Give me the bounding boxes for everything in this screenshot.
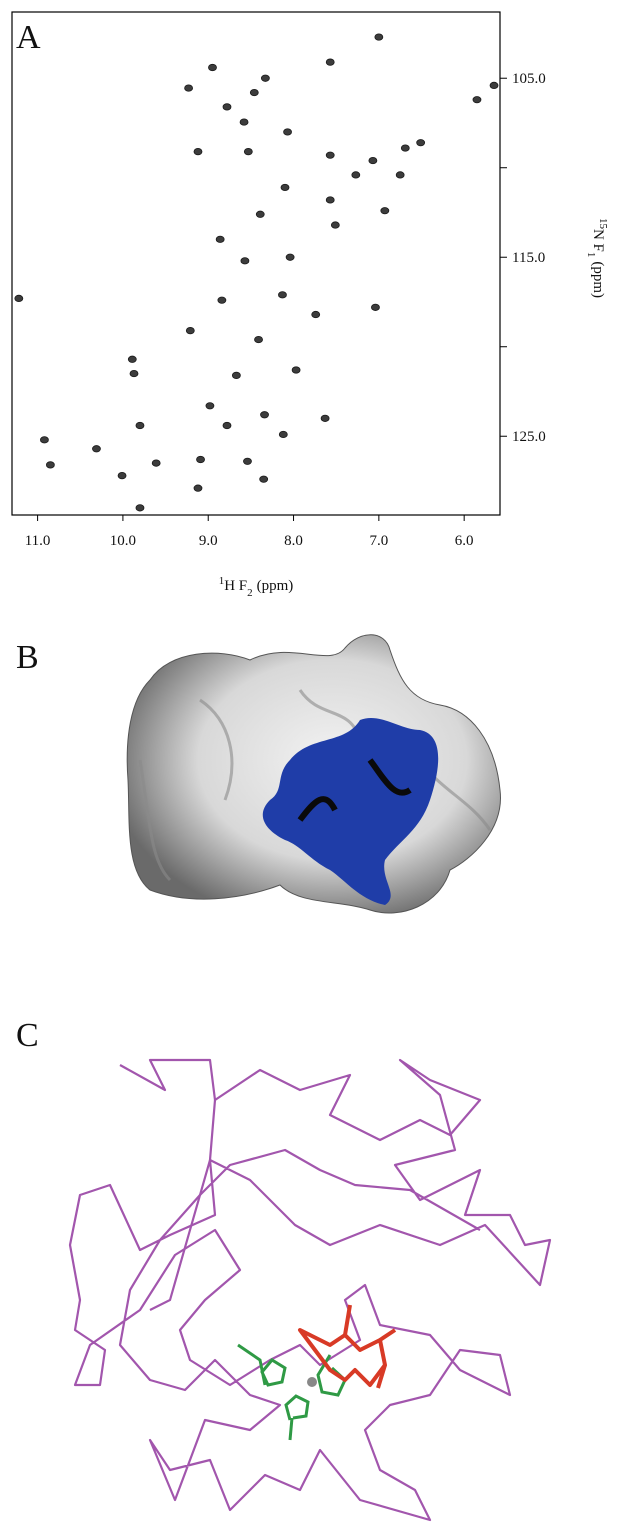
label-part: 2	[247, 587, 253, 599]
nmr-peak	[260, 411, 269, 419]
panel-label: C	[16, 1017, 39, 1054]
nmr-peak	[215, 235, 225, 243]
nmr-peak	[45, 461, 55, 469]
y-tick-label: 105.0	[512, 71, 546, 87]
nmr-peak	[193, 484, 203, 492]
nmr-peak	[217, 296, 227, 304]
nmr-peak	[249, 88, 259, 97]
nmr-peak	[205, 402, 215, 410]
surface-cleft	[297, 758, 412, 822]
nmr-peak	[400, 144, 410, 152]
nmr-peak	[260, 74, 270, 82]
backbone-trace	[149, 1099, 217, 1311]
panel-label: B	[16, 639, 39, 676]
nmr-peak	[320, 414, 330, 422]
x-tick-label: 8.0	[284, 533, 303, 549]
label-part: 1	[585, 252, 597, 258]
binding-patch	[262, 717, 439, 905]
nmr-peak	[222, 103, 232, 111]
nmr-peak	[231, 371, 241, 379]
nmr-peak	[129, 369, 139, 378]
nmr-peak	[40, 436, 49, 444]
nmr-peak	[259, 475, 269, 483]
x-tick-label: 11.0	[25, 533, 51, 549]
nmr-peak	[92, 445, 101, 453]
x-axis-label: 1H F2 (ppm)	[219, 575, 294, 599]
nmr-peak	[280, 183, 290, 192]
label-part: H F	[224, 578, 247, 594]
x-tick-label: 6.0	[455, 533, 474, 549]
nmr-peak	[184, 84, 194, 92]
surface-panel: B	[16, 634, 501, 914]
nmr-peak	[330, 221, 340, 229]
nmr-peak	[311, 310, 321, 319]
plot-frame	[11, 11, 501, 516]
y-tick-label: 115.0	[512, 250, 545, 266]
backbone-trace	[68, 1058, 552, 1522]
nmr-peak	[395, 171, 405, 179]
nmr-peak	[351, 171, 361, 179]
nmr-peak	[291, 366, 301, 374]
nmr-peak	[489, 81, 499, 89]
metal-ion	[307, 1377, 317, 1387]
nmr-peak	[472, 96, 482, 104]
nmr-peak	[135, 504, 145, 512]
backbone-panel: C	[16, 1017, 552, 1522]
nmr-peak	[14, 294, 24, 303]
nmr-peak	[222, 421, 232, 430]
nmr-peak	[371, 303, 380, 311]
label-part: (ppm)	[590, 261, 606, 298]
panel-label: A	[16, 19, 41, 56]
nmr-peak	[135, 421, 145, 430]
nmr-peak	[243, 148, 253, 156]
nmr-peak	[325, 58, 335, 66]
nmr-peak	[254, 335, 263, 344]
y-axis-label: 15N F1 (ppm)	[585, 218, 609, 298]
label-part: 15	[597, 218, 609, 230]
label-part: 1	[219, 575, 225, 587]
nmr-peak	[325, 196, 335, 204]
nmr-peak	[325, 151, 335, 159]
nmr-peak	[278, 430, 288, 439]
surface-shading	[138, 689, 492, 882]
nmr-peak	[283, 128, 292, 136]
nmr-peak	[380, 207, 390, 215]
nmr-peak	[127, 355, 137, 363]
x-tick-label: 9.0	[199, 533, 218, 549]
nmr-peak	[240, 257, 250, 265]
nmr-peak	[368, 156, 378, 165]
ligand	[298, 1304, 397, 1389]
nmr-peak	[416, 139, 426, 147]
label-part: (ppm)	[257, 578, 294, 594]
nmr-peak	[243, 457, 252, 465]
x-tick-label: 7.0	[369, 533, 388, 549]
y-tick-label: 125.0	[512, 429, 546, 445]
nmr-peak	[196, 455, 205, 464]
nmr-peak	[255, 210, 265, 218]
nmr-peak	[117, 472, 127, 480]
nmr-peak	[239, 118, 249, 126]
histidine-sidechains	[237, 1343, 347, 1441]
nmr-peak	[285, 253, 295, 261]
label-part: N F	[590, 229, 606, 252]
nmr-peak	[151, 459, 161, 467]
nmr-peak	[185, 327, 195, 335]
nmr-peak	[193, 148, 203, 156]
nmr-peak	[278, 291, 287, 299]
spectrum-panel: A 1H F2 (ppm) 15N F1(ppm) 11.0 10.0 9.0 8.0 7…	[11, 11, 609, 599]
nmr-peak	[374, 33, 384, 41]
x-tick-label: 10.0	[110, 533, 136, 549]
nmr-peak	[208, 63, 217, 72]
